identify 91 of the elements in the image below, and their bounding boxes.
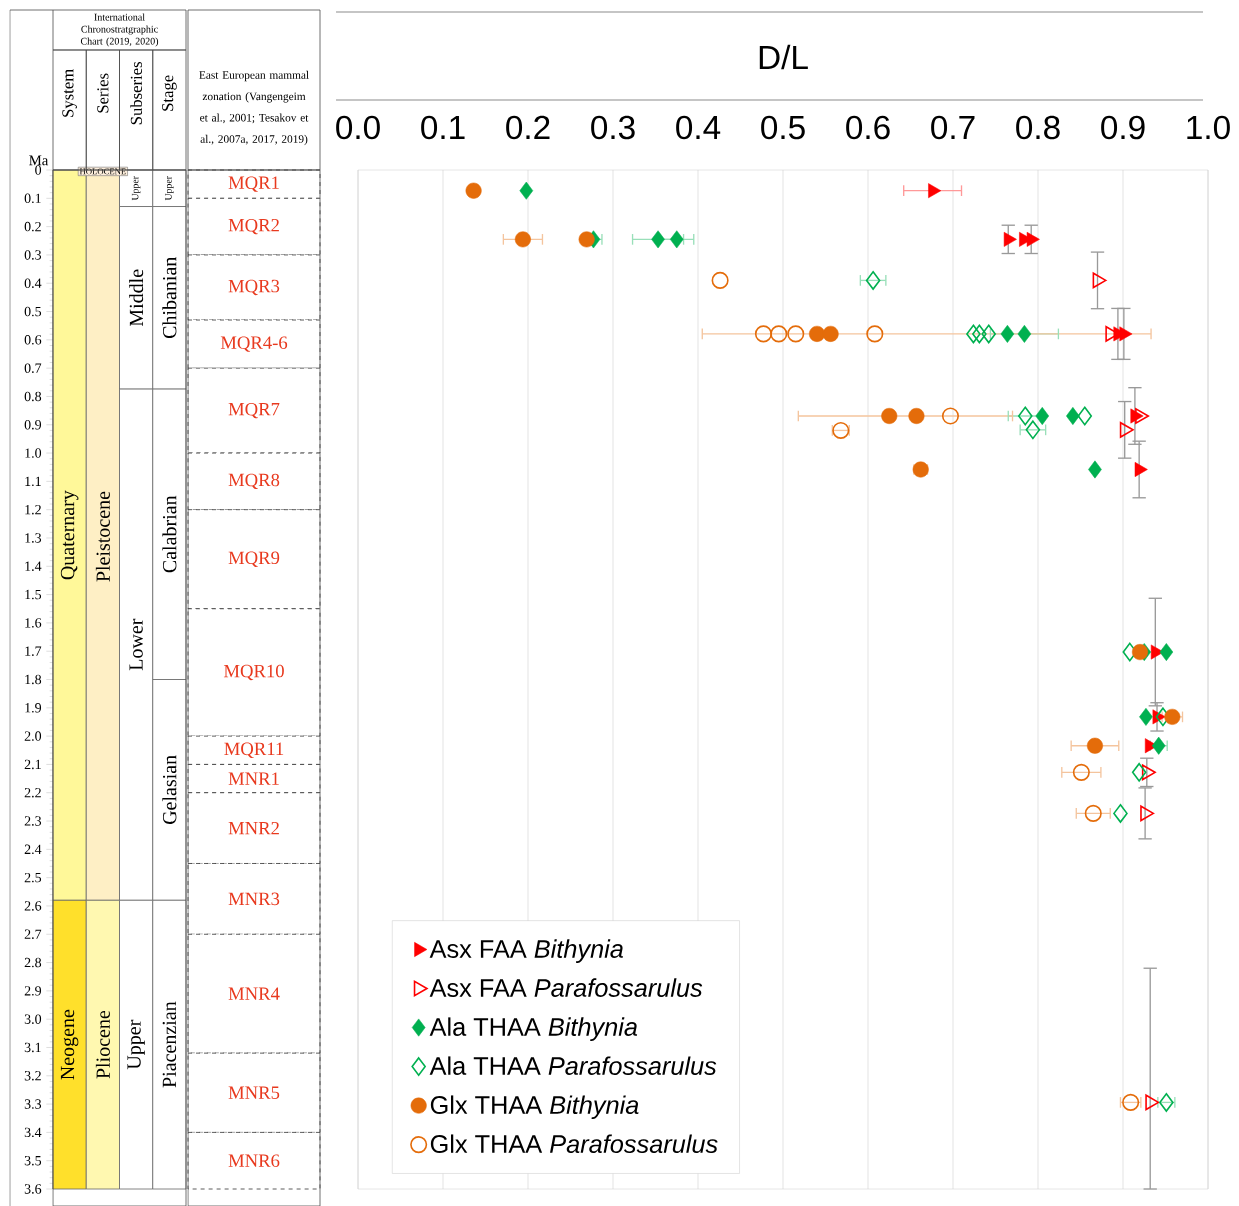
y-tick-label: 1.7 (25, 646, 42, 656)
series-label: Upper (165, 176, 174, 201)
y-tick-label: 2.7 (24, 929, 42, 939)
y-tick-label: 1.3 (25, 533, 42, 543)
series-label: Chibanian (162, 256, 177, 339)
series-label: Gelasian (162, 755, 177, 825)
y-tick-label: 0.9 (24, 420, 42, 430)
series-label: Calabrian (162, 495, 177, 573)
y-tick-label: 2.9 (24, 986, 42, 996)
y-tick-label: 3.3 (24, 1099, 42, 1109)
series-label: MQR11 (224, 742, 284, 758)
y-tick-label: 3.5 (24, 1155, 42, 1166)
x-tick-label: 0.1 (421, 115, 465, 140)
y-tick-label: 1.2 (25, 504, 41, 515)
series-label: MNR3 (228, 892, 280, 906)
y-tick-label: 0.7 (24, 363, 42, 373)
x-tick-label: East European mammal zonation (Vangengeim et al., 2001; Tesakov et al., 2007a, 2017, 2019) (199, 70, 309, 146)
y-tick-label: 1.4 (25, 561, 42, 571)
series-label: MNR5 (228, 1086, 280, 1099)
y-tick-label: 2.0 (24, 731, 42, 741)
y-tick-label: 2.6 (24, 901, 42, 911)
y-tick-label: 1.0 (25, 448, 42, 458)
y-tick-label: 0.2 (24, 221, 41, 232)
series-label: MNR6 (228, 1154, 280, 1167)
y-tick-label: 0 (35, 165, 42, 175)
x-tick-label: 0.9 (1101, 115, 1145, 140)
series-label: Neogene (60, 1009, 79, 1080)
x-axis-title: D/L (759, 44, 808, 70)
x-tick-label: 0.3 (591, 115, 635, 140)
legend-label: Ala THAA Parafossarulus (429, 1056, 717, 1075)
series-label: MNR2 (228, 821, 279, 835)
x-tick-label: Stage (162, 75, 177, 111)
y-tick-label: 1.9 (25, 703, 42, 713)
y-tick-label: 0.6 (24, 335, 42, 345)
x-tick-label: 0.4 (676, 115, 721, 140)
series-label: MQR7 (228, 402, 280, 419)
legend-label: Asx FAA Bithynia (429, 939, 624, 963)
y-tick-label: 0.8 (24, 391, 42, 402)
legend-label: Glx THAA Parafossarulus (430, 1134, 718, 1154)
y-tick-label: 2.8 (24, 957, 42, 968)
series-label: MNR4 (228, 987, 280, 1000)
series-label: MQR10 (223, 664, 284, 681)
x-tick-label: Subseries (130, 62, 142, 125)
x-tick-label: 0.5 (761, 115, 805, 140)
series-label: Piacenzian (162, 1001, 177, 1088)
y-tick-label: 3.6 (24, 1184, 42, 1194)
y-tick-label: 3.2 (24, 1071, 41, 1081)
series-label: MQR9 (228, 551, 280, 567)
series-label: Middle (129, 269, 144, 327)
series-label: Lower (129, 618, 143, 671)
x-tick-label: 0.7 (931, 115, 975, 140)
y-tick-label: 3.4 (24, 1127, 42, 1138)
y-tick-label: 0.4 (24, 278, 42, 288)
y-tick-label: 3.0 (24, 1014, 42, 1024)
y-tick-label: 1.8 (25, 674, 42, 685)
y-tick-label: 2.2 (24, 788, 41, 798)
y-tick-label: 0.5 (24, 306, 42, 317)
series-label: MNR1 (228, 772, 279, 785)
series-label: Upper (127, 1019, 145, 1070)
y-tick-label: 2.4 (24, 844, 42, 855)
x-tick-label: 1.0 (1187, 115, 1230, 140)
x-tick-label: System (62, 69, 77, 117)
series-label: MQR1 (228, 176, 279, 192)
series-label: Pleistocene (95, 491, 110, 582)
y-tick-label: 0.1 (24, 193, 41, 204)
legend-label: Asx FAA Parafossarulus (429, 978, 703, 997)
y-tick-label: 2.3 (24, 816, 42, 826)
series-label: MQR8 (228, 473, 280, 490)
series-label: Upper (131, 176, 141, 201)
y-tick-label: 2.1 (24, 759, 41, 770)
series-label: Pliocene (95, 1010, 110, 1079)
x-tick-label: 0.8 (1016, 115, 1060, 140)
y-tick-label: 1.1 (25, 476, 41, 487)
x-tick-label: 0.0 (336, 115, 380, 140)
y-tick-label: 1.5 (25, 589, 42, 600)
x-tick-label: 0.6 (846, 115, 890, 140)
y-tick-label: 1.6 (25, 618, 42, 628)
x-tick-label: Series (97, 73, 109, 113)
y-tick-label: 0.3 (24, 250, 42, 260)
series-label: HOLOCENE (79, 168, 126, 175)
legend-label: Glx THAA Bithynia (430, 1095, 639, 1120)
series-label: MQR4-6 (220, 336, 288, 352)
legend-label: Ala THAA Bithynia (429, 1017, 638, 1041)
y-tick-label: 3.1 (24, 1042, 41, 1053)
series-label: MQR2 (228, 218, 279, 235)
y-axis-title: Ma (29, 155, 49, 166)
chart-title: International Chronostratgraphic Chart (2019, 2020) (80, 13, 159, 47)
series-label: MQR3 (228, 279, 280, 296)
x-tick-label: 0.2 (506, 115, 550, 140)
y-tick-label: 2.5 (24, 872, 42, 883)
series-label: Quaternary (60, 490, 79, 580)
